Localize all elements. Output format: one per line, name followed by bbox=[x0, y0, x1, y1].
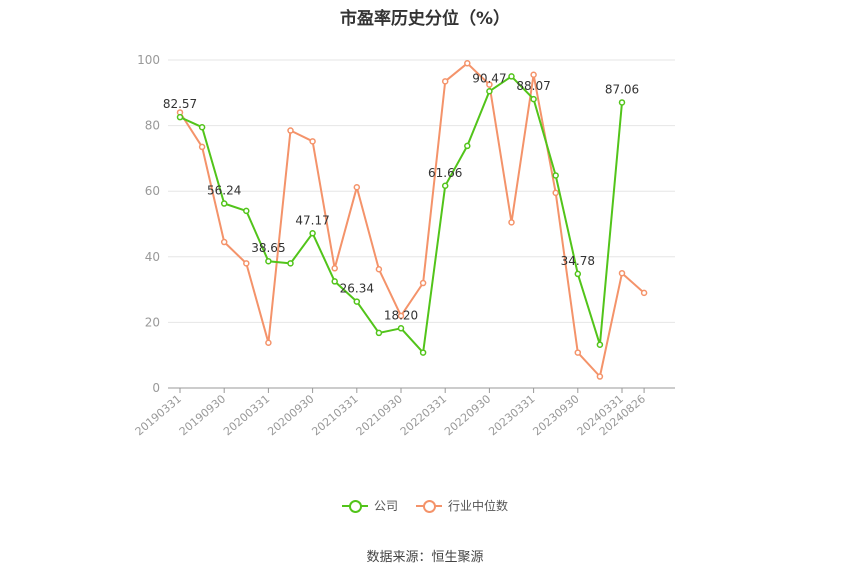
x-tick-label: 20230930 bbox=[530, 392, 581, 438]
legend-item-company[interactable]: 公司 bbox=[341, 497, 398, 514]
legend: 公司 行业中位数 bbox=[0, 497, 850, 514]
point-industry-median bbox=[441, 78, 449, 85]
point-industry-median bbox=[397, 312, 405, 320]
point-company bbox=[220, 200, 228, 207]
data-label: 87.06 bbox=[605, 82, 639, 96]
legend-item-industry-median[interactable]: 行业中位数 bbox=[416, 497, 508, 514]
point-company bbox=[618, 99, 626, 106]
point-industry-median bbox=[419, 279, 427, 287]
chart-title: 市盈率历史分位（%） bbox=[339, 9, 511, 29]
point-industry-median bbox=[331, 265, 338, 272]
legend-label-industry-median: 行业中位数 bbox=[448, 499, 509, 513]
source-note: 数据来源：恒生聚源 bbox=[366, 550, 484, 565]
data-label: 18.20 bbox=[384, 308, 418, 322]
y-tick-label: 80 bbox=[145, 119, 160, 133]
point-industry-median bbox=[265, 339, 272, 346]
point-company bbox=[309, 230, 316, 237]
point-industry-median bbox=[508, 219, 515, 226]
y-tick-label: 60 bbox=[145, 184, 160, 198]
y-tick-label: 20 bbox=[145, 315, 160, 329]
y-tick-label: 100 bbox=[137, 53, 160, 67]
legend-swatch-company bbox=[341, 499, 368, 513]
data-label: 61.66 bbox=[428, 166, 462, 180]
data-label: 88.07 bbox=[516, 79, 550, 93]
data-label: 38.65 bbox=[251, 241, 285, 255]
point-company bbox=[508, 73, 515, 80]
point-company bbox=[353, 298, 361, 305]
y-tick-label: 40 bbox=[145, 250, 160, 264]
series-line-industry-median bbox=[179, 62, 645, 378]
point-industry-median bbox=[375, 266, 383, 273]
point-industry-median bbox=[618, 269, 626, 277]
point-industry-median bbox=[574, 349, 582, 356]
point-industry-median bbox=[464, 60, 471, 67]
point-industry-median bbox=[552, 189, 559, 197]
point-industry-median bbox=[353, 184, 361, 191]
point-company bbox=[441, 182, 449, 190]
point-industry-median bbox=[486, 81, 493, 88]
axes: 0 20 40 60 80 100 2019033120190930202003312020… bbox=[133, 53, 675, 438]
legend-label-company: 公司 bbox=[373, 499, 398, 513]
point-company bbox=[486, 88, 493, 95]
point-company bbox=[243, 207, 250, 215]
point-company bbox=[176, 113, 184, 121]
data-label: 56.24 bbox=[207, 184, 241, 198]
point-industry-median bbox=[198, 143, 206, 151]
grid-lines bbox=[168, 59, 675, 323]
x-tick-label: 20190331 bbox=[133, 392, 184, 438]
data-label: 82.57 bbox=[163, 97, 197, 111]
point-industry-median bbox=[596, 373, 604, 380]
x-tick-label: 20230331 bbox=[486, 392, 537, 438]
point-industry-median bbox=[309, 138, 316, 145]
legend-swatch-industry-median bbox=[416, 499, 442, 513]
point-company bbox=[397, 325, 405, 332]
point-industry-median bbox=[243, 260, 250, 267]
data-labels: 82.57 56.24 38.65 47.17 26.34 18.20 61.66 90.47… bbox=[163, 71, 639, 322]
data-label: 26.34 bbox=[340, 282, 374, 296]
point-company bbox=[375, 329, 383, 337]
point-company bbox=[419, 349, 427, 356]
x-tick-label: 20220930 bbox=[442, 392, 493, 438]
point-company bbox=[530, 95, 537, 103]
x-tick-label: 20190930 bbox=[177, 392, 228, 438]
point-company bbox=[574, 270, 582, 278]
point-industry-median bbox=[530, 71, 537, 79]
x-tick-label: 20200930 bbox=[265, 392, 316, 438]
point-company bbox=[464, 142, 471, 150]
data-label: 90.47 bbox=[472, 71, 506, 85]
point-industry-median bbox=[640, 289, 648, 297]
x-tick-label: 20200331 bbox=[221, 392, 272, 438]
x-tick-label: 20210930 bbox=[354, 392, 405, 438]
point-company bbox=[596, 341, 604, 348]
point-company bbox=[552, 172, 559, 179]
point-company bbox=[331, 278, 338, 285]
data-label: 34.78 bbox=[561, 254, 595, 268]
series-lines bbox=[176, 60, 648, 380]
x-tick-label: 20210331 bbox=[309, 392, 360, 438]
x-tick-label: 20220331 bbox=[398, 392, 449, 438]
point-company bbox=[287, 260, 294, 267]
point-company bbox=[265, 257, 272, 265]
y-tick-label: 0 bbox=[152, 381, 160, 395]
point-industry-median bbox=[220, 238, 228, 246]
data-label: 47.17 bbox=[295, 213, 329, 227]
point-company bbox=[198, 123, 206, 131]
point-industry-median bbox=[287, 127, 294, 134]
